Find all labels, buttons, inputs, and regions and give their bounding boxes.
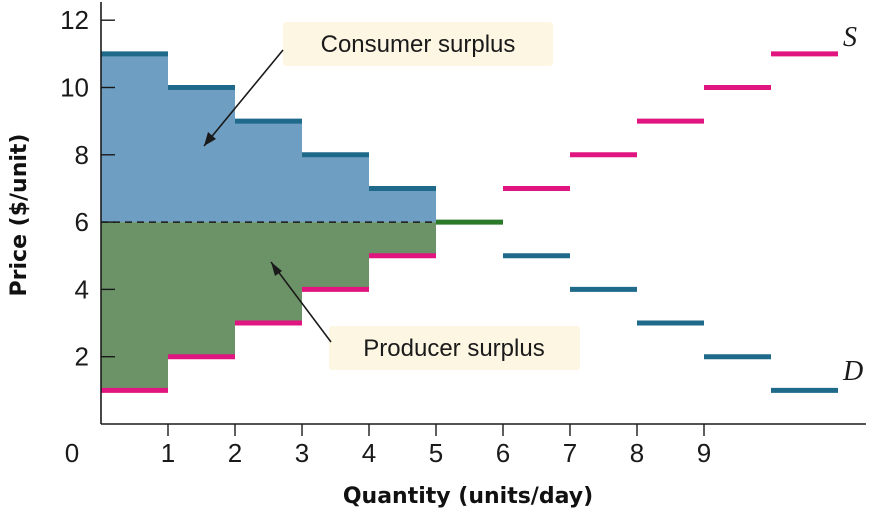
x-tick-label: 3 xyxy=(295,438,309,468)
y-tick-label: 2 xyxy=(75,342,89,372)
x-tick-label: 0 xyxy=(65,438,79,468)
surplus-areas xyxy=(101,53,436,391)
consumer-surplus-area xyxy=(101,53,436,223)
producer-surplus-callout-box xyxy=(329,326,580,370)
y-tick-label: 4 xyxy=(75,274,89,304)
y-axis-title: Price ($/unit) xyxy=(7,134,32,297)
producer-surplus-arrowhead xyxy=(271,262,282,276)
x-axis-title: Quantity (units/day) xyxy=(343,484,593,509)
producer-surplus-area xyxy=(101,222,436,391)
x-tick-label: 1 xyxy=(161,438,175,468)
demand-curve-label: D xyxy=(842,356,863,387)
y-tick-label: 12 xyxy=(60,5,89,35)
x-tick-label: 7 xyxy=(563,438,577,468)
x-tick-label: 9 xyxy=(697,438,711,468)
x-tick-label: 4 xyxy=(362,438,376,468)
consumer-surplus-callout-box xyxy=(283,22,553,66)
x-tick-label: 2 xyxy=(228,438,242,468)
axes xyxy=(100,2,866,425)
y-tick-label: 10 xyxy=(60,72,89,102)
callouts: Consumer surplus Producer surplus xyxy=(203,22,580,370)
producer-surplus-arrow xyxy=(270,261,332,343)
producer-surplus-label: Producer surplus xyxy=(363,335,544,362)
x-tick-label: 6 xyxy=(496,438,510,468)
consumer-surplus-label: Consumer surplus xyxy=(321,31,516,58)
y-tick-label: 6 xyxy=(75,207,89,237)
consumer-surplus-arrowhead xyxy=(204,132,216,146)
consumer-surplus-arrow xyxy=(203,49,284,147)
x-tick-label: 5 xyxy=(429,438,443,468)
x-tick-label: 8 xyxy=(630,438,644,468)
step-marks xyxy=(101,51,838,393)
y-tick-label: 8 xyxy=(75,140,89,170)
supply-curve-label: S xyxy=(843,22,857,53)
